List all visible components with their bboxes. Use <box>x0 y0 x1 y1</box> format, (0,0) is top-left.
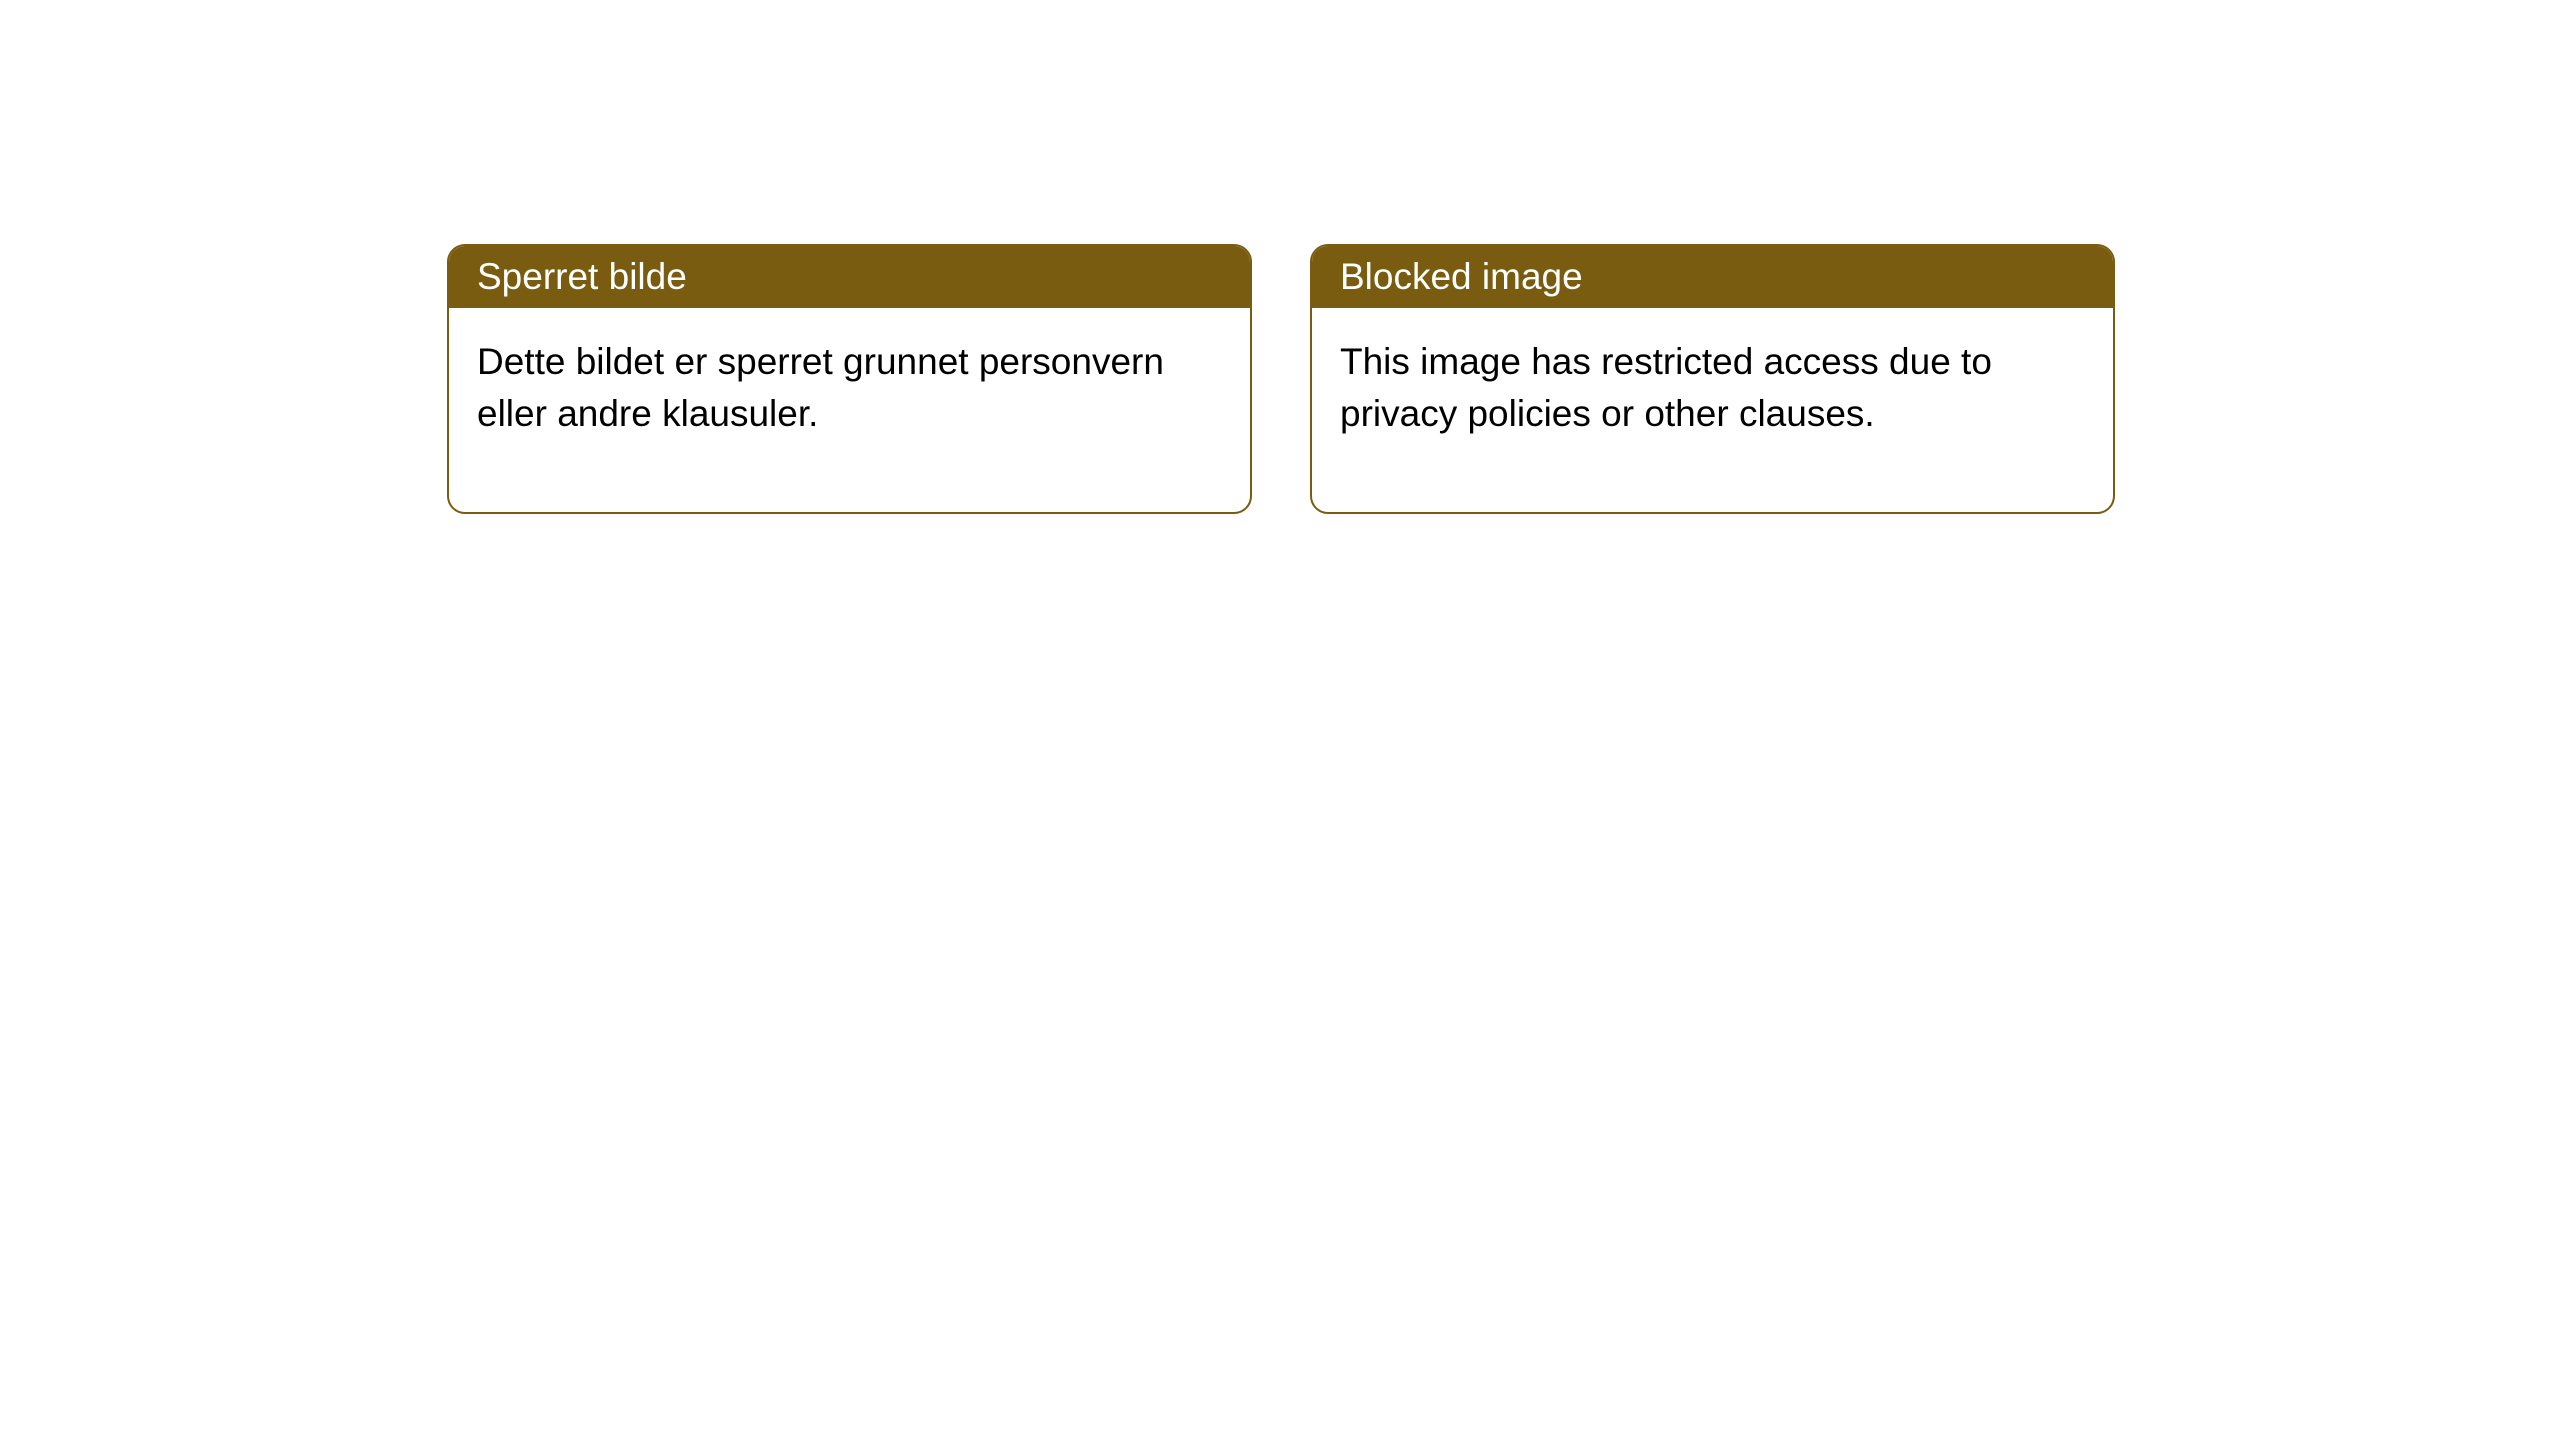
notice-card-english: Blocked image This image has restricted … <box>1310 244 2115 514</box>
notice-body: This image has restricted access due to … <box>1312 308 2113 512</box>
notice-card-norwegian: Sperret bilde Dette bildet er sperret gr… <box>447 244 1252 514</box>
notice-title: Blocked image <box>1312 246 2113 308</box>
notice-container: Sperret bilde Dette bildet er sperret gr… <box>0 0 2560 514</box>
notice-title: Sperret bilde <box>449 246 1250 308</box>
notice-body: Dette bildet er sperret grunnet personve… <box>449 308 1250 512</box>
